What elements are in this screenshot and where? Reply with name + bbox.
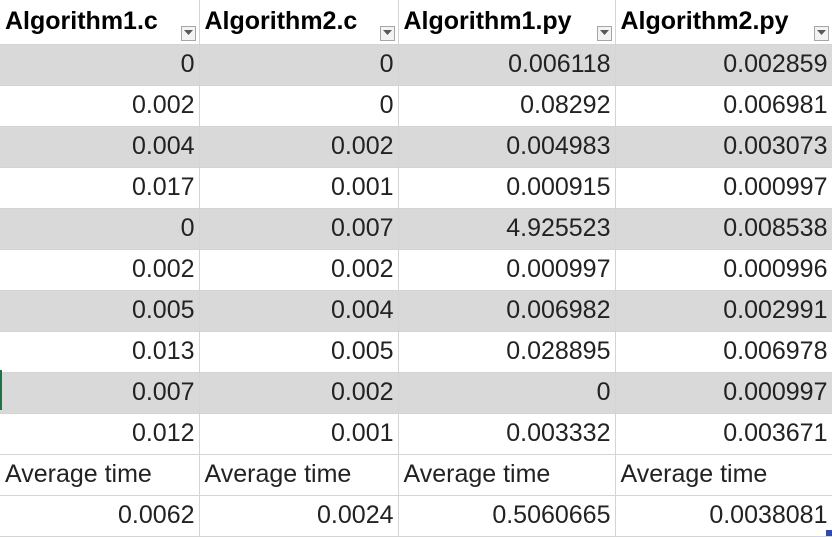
table-cell[interactable]: 0.012 (0, 413, 200, 455)
average-value-cell[interactable]: 0.0038081 (615, 495, 832, 537)
column-header-label: Algorithm2.py (620, 7, 789, 36)
filter-dropdown-icon[interactable] (596, 25, 612, 41)
table-cell[interactable]: 0.006118 (398, 44, 616, 86)
average-label-cell[interactable]: Average time (398, 454, 616, 496)
table-cell[interactable]: 0 (0, 208, 200, 250)
table-cell[interactable]: 0.007 (0, 372, 200, 414)
table-cell[interactable]: 0.006981 (615, 85, 832, 127)
table-cell[interactable]: 0.005 (0, 290, 200, 332)
column-header[interactable]: Algorithm1.py (398, 0, 616, 45)
table-cell[interactable]: 0.006982 (398, 290, 616, 332)
table-cell[interactable]: 0.003671 (615, 413, 832, 455)
table-cell[interactable]: 0.006978 (615, 331, 832, 373)
table-row: 0.004 0.002 0.004983 0.003073 (0, 126, 832, 168)
table-cell[interactable]: 4.925523 (398, 208, 616, 250)
table-row: 0.002 0.002 0.000997 0.000996 (0, 249, 832, 291)
table-cell[interactable]: 0.002 (199, 126, 399, 168)
table-cell[interactable]: 0 (398, 372, 616, 414)
table-cell[interactable]: 0.004 (0, 126, 200, 168)
table-cell[interactable]: 0.003332 (398, 413, 616, 455)
filter-dropdown-icon[interactable] (180, 25, 196, 41)
average-value-cell[interactable]: 0.0062 (0, 495, 200, 537)
table-cell[interactable]: 0.028895 (398, 331, 616, 373)
table-cell[interactable]: 0 (199, 85, 399, 127)
table-cell[interactable]: 0.000915 (398, 167, 616, 209)
column-header[interactable]: Algorithm2.c (199, 0, 399, 45)
table-row: 0.005 0.004 0.006982 0.002991 (0, 290, 832, 332)
filter-dropdown-icon[interactable] (379, 25, 395, 41)
table-cell[interactable]: 0.007 (199, 208, 399, 250)
table-cell[interactable]: 0.002 (0, 85, 200, 127)
header-row: Algorithm1.c Algorithm2.c Algorithm1.py … (0, 0, 832, 45)
column-header[interactable]: Algorithm2.py (615, 0, 832, 45)
table-cell[interactable]: 0.005 (199, 331, 399, 373)
table-cell[interactable]: 0 (0, 44, 200, 86)
table-cell[interactable]: 0.001 (199, 167, 399, 209)
average-label-cell[interactable]: Average time (615, 454, 832, 496)
average-value-cell[interactable]: 0.0024 (199, 495, 399, 537)
table-cell[interactable]: 0.013 (0, 331, 200, 373)
table-cell[interactable]: 0.000997 (398, 249, 616, 291)
table-cell[interactable]: 0.004983 (398, 126, 616, 168)
table-cell[interactable]: 0.002 (0, 249, 200, 291)
table-cell[interactable]: 0.000997 (615, 167, 832, 209)
table-row: 0 0.007 4.925523 0.008538 (0, 208, 832, 250)
average-label-cell[interactable]: Average time (0, 454, 200, 496)
table-cell[interactable]: 0.000997 (615, 372, 832, 414)
table-cell[interactable]: 0.08292 (398, 85, 616, 127)
table-cell[interactable]: 0.002 (199, 372, 399, 414)
table-cell[interactable]: 0.017 (0, 167, 200, 209)
table-cell[interactable]: 0 (199, 44, 399, 86)
column-header-label: Algorithm1.py (403, 7, 572, 36)
table-cell[interactable]: 0.002 (199, 249, 399, 291)
filter-dropdown-icon[interactable] (813, 25, 829, 41)
row-indicator (0, 370, 2, 410)
table-cell[interactable]: 0.003073 (615, 126, 832, 168)
average-value-row: 0.0062 0.0024 0.5060665 0.0038081 (0, 495, 832, 537)
table-row: 0.017 0.001 0.000915 0.000997 (0, 167, 832, 209)
table-row: 0.002 0 0.08292 0.006981 (0, 85, 832, 127)
fill-handle[interactable] (826, 530, 832, 536)
table-cell[interactable]: 0.001 (199, 413, 399, 455)
average-label-row: Average time Average time Average time A… (0, 454, 832, 496)
table-row: 0.012 0.001 0.003332 0.003671 (0, 413, 832, 455)
table-cell[interactable]: 0.004 (199, 290, 399, 332)
table-cell[interactable]: 0.002991 (615, 290, 832, 332)
column-header-label: Algorithm1.c (5, 7, 158, 36)
column-header-label: Algorithm2.c (204, 7, 358, 36)
table-row: 0.013 0.005 0.028895 0.006978 (0, 331, 832, 373)
table-cell[interactable]: 0.000996 (615, 249, 832, 291)
table-row: 0 0 0.006118 0.002859 (0, 44, 832, 86)
table-cell[interactable]: 0.008538 (615, 208, 832, 250)
table-row: 0.007 0.002 0 0.000997 (0, 372, 832, 414)
average-label-cell[interactable]: Average time (199, 454, 399, 496)
table-cell[interactable]: 0.002859 (615, 44, 832, 86)
column-header[interactable]: Algorithm1.c (0, 0, 200, 45)
average-value-cell[interactable]: 0.5060665 (398, 495, 616, 537)
